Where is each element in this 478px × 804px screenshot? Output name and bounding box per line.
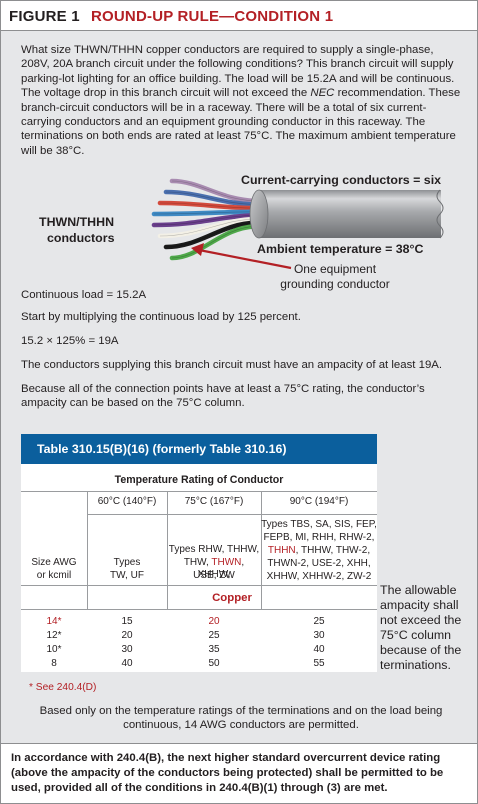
conductor-wire <box>151 209 262 217</box>
calc-step-1: Start by multiplying the continuous load… <box>21 311 301 323</box>
types-90-line4: THWN-2, USE-2, XHH, <box>267 558 371 569</box>
conductor-wire <box>169 178 262 204</box>
table-rule <box>261 491 262 609</box>
conductor-wire-outline <box>171 180 260 202</box>
egc-label-line2: grounding conductor <box>280 277 390 291</box>
table-rule <box>21 585 377 586</box>
types-90-line5: XHHW, XHHW-2, ZW-2 <box>266 571 372 582</box>
cell-90c: 25 <box>313 616 325 627</box>
types-60-line1: Types <box>113 557 141 568</box>
raceway-body <box>259 190 441 238</box>
material-header: Copper <box>212 592 252 604</box>
types-90-line1: Types TBS, SA, SIS, FEP, <box>261 519 377 530</box>
cable-illustration: Current-carrying conductors = six THWN/T… <box>1 161 478 291</box>
figure-label: FIGURE 1 <box>9 8 80 25</box>
cell-60c: 30 <box>121 644 133 655</box>
temp-rating-header: Temperature Rating of Conductor <box>114 474 284 486</box>
types-90-line3: THHN, THHW, THW-2, <box>261 545 377 557</box>
rule-callout: In accordance with 240.4(B), the next hi… <box>1 743 477 803</box>
current-carrying-label: Current-carrying conductors = six <box>241 173 442 187</box>
conductor-wire-outline <box>165 222 260 248</box>
types-75-line2: THW, THWN, XHHW, <box>167 557 261 581</box>
egc-arrow-shaft <box>198 248 292 270</box>
cell-75c: 35 <box>208 644 220 655</box>
continuous-load: Continuous load = 15.2A <box>21 289 147 301</box>
cell-75c: 50 <box>208 658 220 669</box>
conductor-type-label-line1: THWN/THHN <box>39 215 115 229</box>
ampacity-table: Table 310.15(B)(16) (formerly Table 310.… <box>21 434 377 672</box>
types-75-line1: Types RHW, THHW, <box>168 544 260 555</box>
cell-75c: 25 <box>208 630 220 641</box>
table-rule <box>21 491 377 492</box>
side-note: The allowable ampacity shall not exceed … <box>380 583 462 672</box>
figure-header: FIGURE 1 ROUND-UP RULE—CONDITION 1 <box>1 1 477 31</box>
col-90-header: 90°C (194°F) <box>289 496 349 507</box>
conductor-wire-outline <box>159 202 260 209</box>
ampacity-requirement: The conductors supplying this branch cir… <box>21 359 443 371</box>
conductor-wires <box>151 178 262 261</box>
conductor-wire-outline <box>153 215 260 226</box>
conductor-wire <box>169 223 262 261</box>
table-rule <box>167 491 168 609</box>
cell-size: 8 <box>51 658 57 669</box>
table-rule <box>87 491 88 609</box>
cell-60c: 20 <box>121 630 133 641</box>
intro-text-part1: What size THWN/THHN copper conductors ar… <box>21 44 455 100</box>
conductor-wire-outline <box>165 191 260 205</box>
cell-size: 10* <box>46 644 62 655</box>
col-75-header: 75°C (167°F) <box>184 496 244 507</box>
calc-formula: 15.2 × 125% = 19A <box>21 335 119 347</box>
types-75-line3: USE, ZW <box>193 570 235 581</box>
types-90-line2: FEPB, MI, RHH, RHW-2, <box>263 532 375 543</box>
cell-size: 14* <box>46 616 62 627</box>
raceway-end <box>249 189 269 239</box>
cell-90c: 30 <box>313 630 325 641</box>
conductor-wire-outline <box>153 211 260 215</box>
cell-size: 12* <box>46 630 62 641</box>
raceway-cut <box>436 189 444 239</box>
nec-term: NEC <box>310 87 335 100</box>
egc-pointer-arrow <box>191 243 292 270</box>
figure-title: ROUND-UP RULE—CONDITION 1 <box>91 8 334 25</box>
table-title: Table 310.15(B)(16) (formerly Table 310.… <box>21 434 377 464</box>
conductor-wire <box>151 213 262 228</box>
types-75-text: , XHHW, <box>197 557 245 580</box>
egc-label-line1: One equipment <box>293 262 377 276</box>
ambient-temperature-label: Ambient temperature = 38°C <box>257 242 424 256</box>
thwn-highlight: THWN <box>211 557 242 568</box>
types-60-line2: TW, UF <box>110 570 144 581</box>
cell-60c: 40 <box>121 658 133 669</box>
thhn-highlight: THHN <box>267 545 296 556</box>
conductor-wire <box>163 220 262 250</box>
table-rule <box>87 514 377 515</box>
cell-90c: 55 <box>313 658 325 669</box>
conductor-wire <box>157 200 262 211</box>
col-60-header: 60°C (140°F) <box>97 496 157 507</box>
table-rule <box>21 609 377 610</box>
size-header-line1: Size AWG <box>31 557 77 568</box>
conductor-wire-outline <box>171 225 260 259</box>
cell-60c: 15 <box>121 616 133 627</box>
conclusion: Based only on the temperature ratings of… <box>39 705 443 732</box>
conductor-wire <box>163 189 262 207</box>
rule-callout-text: In accordance with 240.4(B), the next hi… <box>11 752 444 794</box>
size-header-line2: or kcmil <box>36 570 72 581</box>
cell-75c: 20 <box>208 616 220 627</box>
types-90-text: , THHW, THW-2, <box>295 545 371 556</box>
cell-90c: 40 <box>313 644 325 655</box>
cable-drawing <box>151 178 444 270</box>
problem-statement: What size THWN/THHN copper conductors ar… <box>21 43 465 158</box>
intro-text-part2: recommendation. These branch-circuit con… <box>21 87 461 157</box>
conductor-type-label-line2: conductors <box>47 231 115 245</box>
table-footnote: * See 240.4(D) <box>29 682 97 693</box>
conductor-wire <box>157 216 262 239</box>
types-75-text: THW, <box>183 557 212 568</box>
egc-arrow-head <box>191 243 204 256</box>
column-selection-note: Because all of the connection points hav… <box>21 383 425 410</box>
conductor-wire-outline <box>159 218 260 237</box>
